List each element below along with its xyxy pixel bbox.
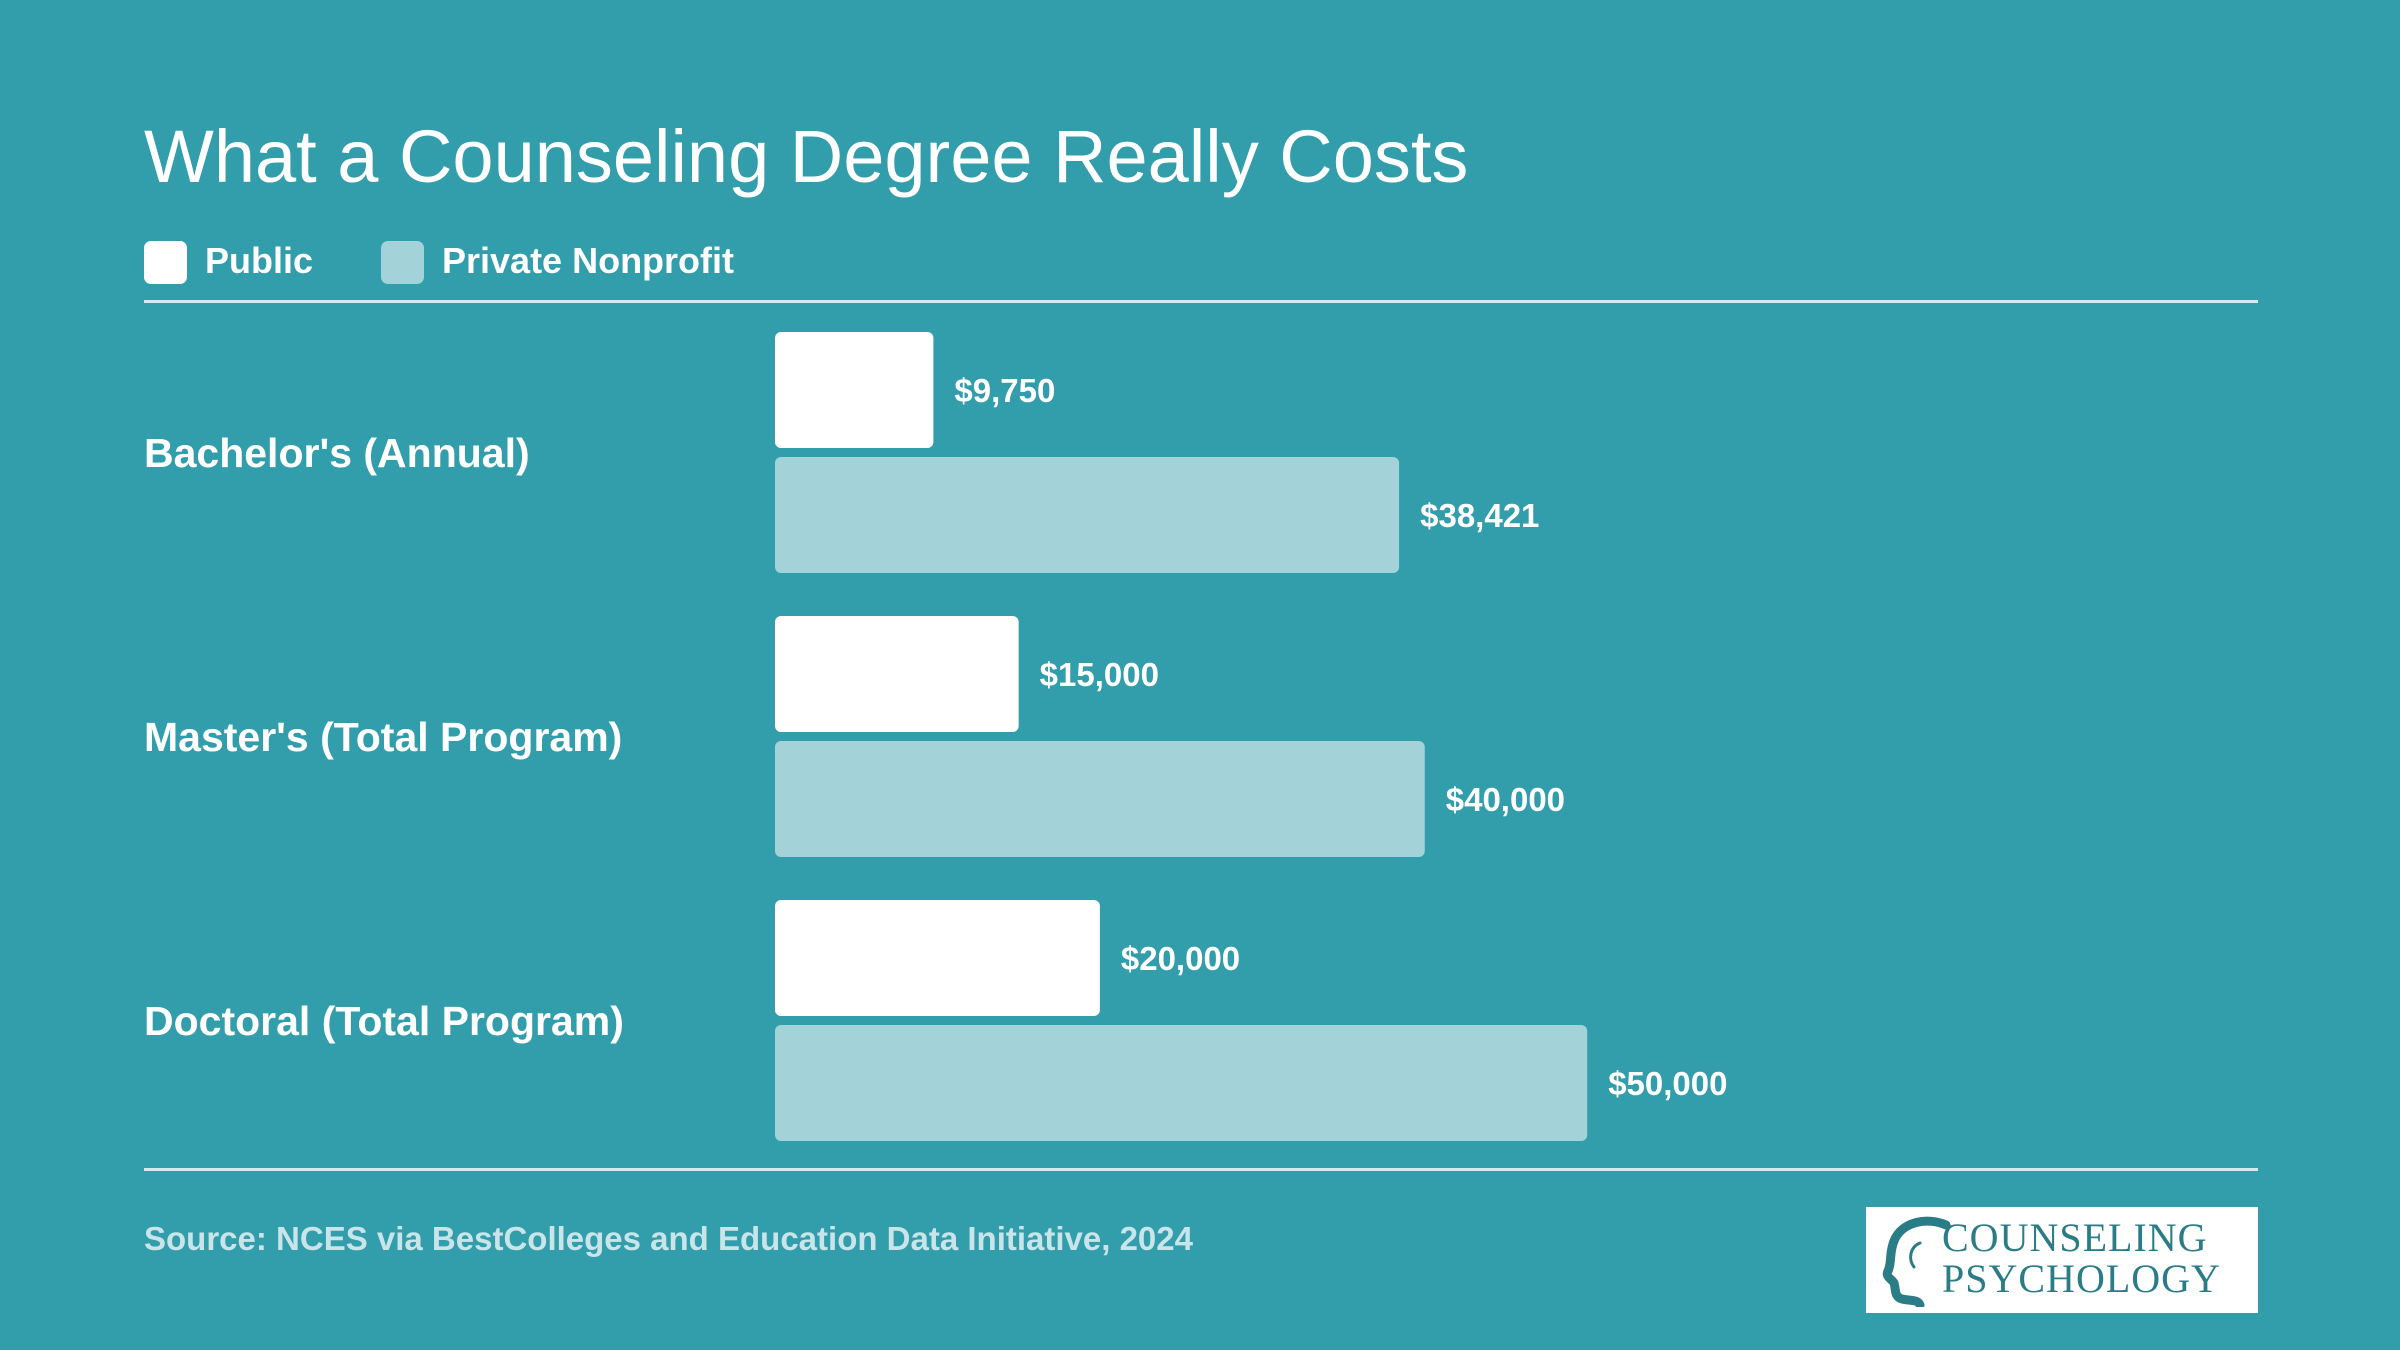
category-label-bachelor-s-annual: Bachelor's (Annual): [144, 430, 530, 476]
logo-text-psychology: PSYCHOLOGY: [1942, 1256, 2221, 1301]
value-label-private-nonprofit-master-s-total-program: $40,000: [1446, 781, 1565, 818]
legend-label-public: Public: [205, 240, 314, 281]
bar-private-nonprofit-bachelor-s-annual: [775, 457, 1400, 573]
bar-public-doctoral-total-program: [775, 900, 1100, 1016]
value-label-private-nonprofit-doctoral-total-program: $50,000: [1608, 1065, 1727, 1102]
top-divider: [144, 300, 2258, 303]
head-profile-icon: [1882, 1216, 1951, 1307]
legend-swatch-private-nonprofit: [381, 241, 424, 284]
value-label-public-master-s-total-program: $15,000: [1040, 656, 1159, 693]
bar-public-master-s-total-program: [775, 616, 1019, 732]
logo-text-counseling: COUNSELING: [1942, 1215, 2208, 1260]
bar-private-nonprofit-doctoral-total-program: [775, 1025, 1588, 1141]
bar-private-nonprofit-master-s-total-program: [775, 741, 1425, 857]
legend-label-private-nonprofit: Private Nonprofit: [442, 240, 735, 281]
bottom-divider: [144, 1168, 2258, 1171]
bar-public-bachelor-s-annual: [775, 332, 934, 448]
chart-title: What a Counseling Degree Really Costs: [144, 115, 1469, 198]
value-label-public-doctoral-total-program: $20,000: [1121, 940, 1240, 977]
counseling-psychology-logo: COUNSELING PSYCHOLOGY: [1866, 1207, 2258, 1313]
category-label-master-s-total-program: Master's (Total Program): [144, 714, 622, 760]
value-label-public-bachelor-s-annual: $9,750: [954, 372, 1055, 409]
legend-swatch-public: [144, 241, 187, 284]
category-label-doctoral-total-program: Doctoral (Total Program): [144, 998, 624, 1044]
value-label-private-nonprofit-bachelor-s-annual: $38,421: [1420, 497, 1539, 534]
source-note: Source: NCES via BestColleges and Educat…: [144, 1220, 1193, 1257]
